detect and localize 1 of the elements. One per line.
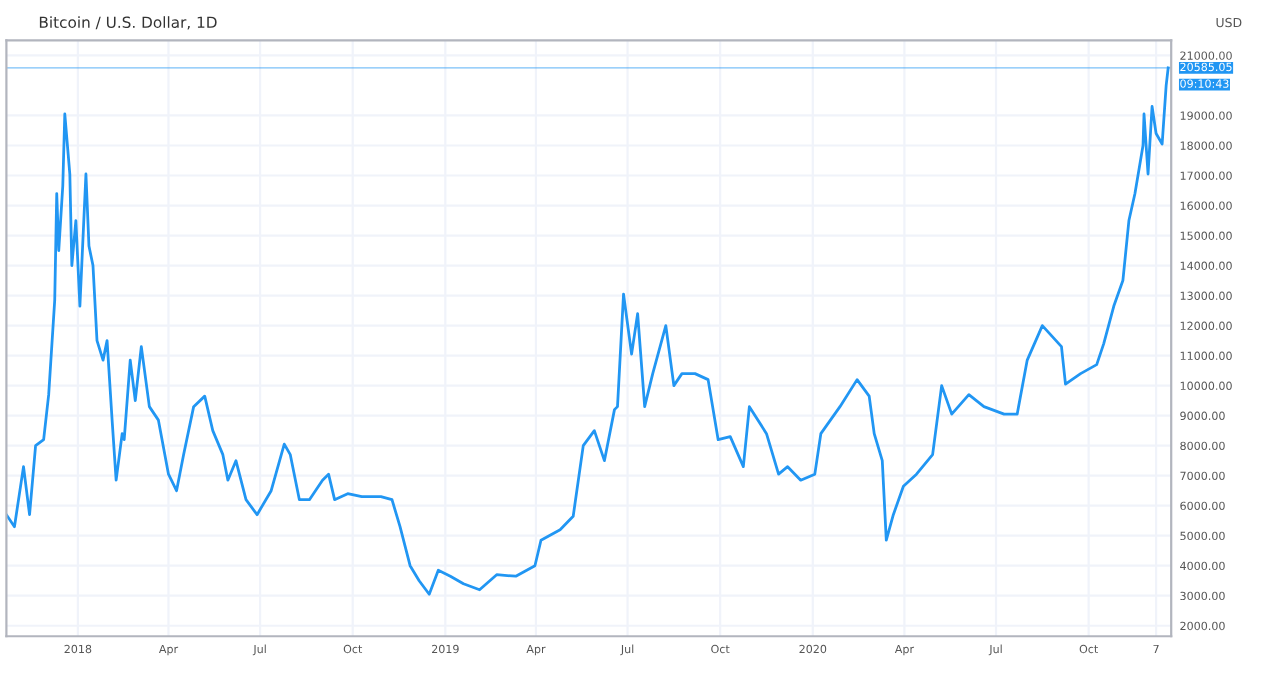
- line-series: [6, 66, 1170, 596]
